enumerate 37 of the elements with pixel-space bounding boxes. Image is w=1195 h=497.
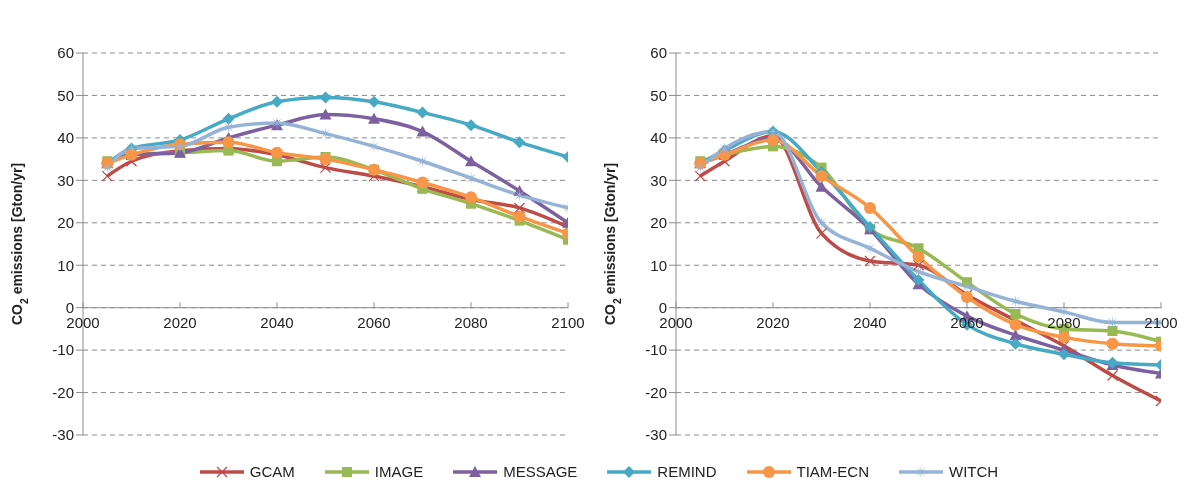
y-tick-label: 0	[65, 298, 74, 316]
legend-label: MESSAGE	[503, 463, 578, 480]
x-tick-label: 2080	[454, 314, 488, 332]
legend-label: GCAM	[249, 463, 295, 480]
y-tick-label: 10	[57, 256, 74, 274]
legend-label: IMAGE	[374, 463, 424, 480]
y-tick-label: 20	[650, 214, 667, 232]
y-tick-label: -10	[645, 341, 667, 359]
y-tick-label: 60	[57, 44, 74, 62]
legend-label: WITCH	[949, 463, 999, 480]
x-tick-label: 2020	[163, 314, 197, 332]
y-tick-label: 50	[57, 86, 74, 104]
x-tick-label: 2040	[260, 314, 294, 332]
y-tick-label: -20	[52, 383, 74, 401]
y-tick-label: -20	[645, 383, 667, 401]
x-tick-label: 2100	[551, 314, 585, 332]
x-tick-label: 2100	[1144, 314, 1178, 332]
y-tick-label: 60	[650, 44, 667, 62]
y-tick-label: -30	[645, 426, 667, 444]
x-tick-label: 2080	[1047, 314, 1081, 332]
x-tick-label: 2000	[66, 314, 100, 332]
y-tick-label: 40	[650, 129, 667, 147]
x-tick-label: 2020	[756, 314, 790, 332]
y-tick-label: 10	[650, 256, 667, 274]
y-tick-label: -10	[52, 341, 74, 359]
y-tick-label: 30	[650, 171, 667, 189]
y-tick-label: -30	[52, 426, 74, 444]
y-tick-label: 20	[57, 214, 74, 232]
legend-label: TIAM-ECN	[796, 463, 870, 480]
y-tick-label: 30	[57, 171, 74, 189]
x-tick-label: 2040	[853, 314, 887, 332]
y-tick-label: 0	[658, 298, 667, 316]
x-tick-label: 2060	[357, 314, 391, 332]
y-tick-label: 50	[650, 86, 667, 104]
x-tick-label: 2000	[659, 314, 693, 332]
y-tick-label: 40	[57, 129, 74, 147]
legend-label: REMIND	[657, 463, 717, 480]
